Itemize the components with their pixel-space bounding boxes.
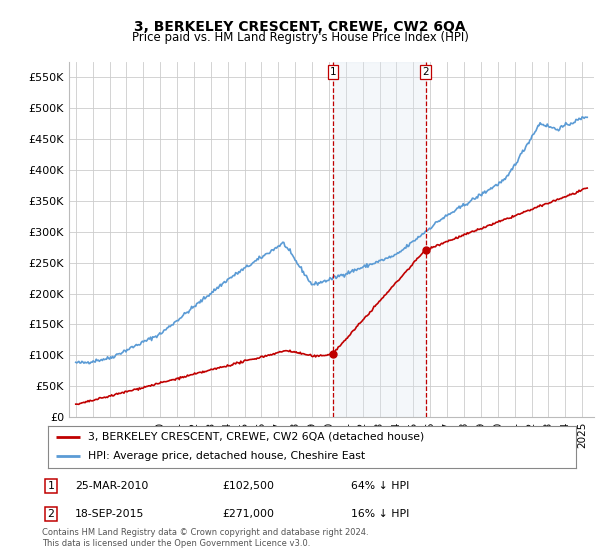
Text: HPI: Average price, detached house, Cheshire East: HPI: Average price, detached house, Ches…	[88, 451, 365, 461]
Text: 1: 1	[47, 481, 55, 491]
Text: £102,500: £102,500	[222, 481, 274, 491]
Text: Price paid vs. HM Land Registry's House Price Index (HPI): Price paid vs. HM Land Registry's House …	[131, 31, 469, 44]
Text: 3, BERKELEY CRESCENT, CREWE, CW2 6QA (detached house): 3, BERKELEY CRESCENT, CREWE, CW2 6QA (de…	[88, 432, 424, 442]
Text: 3, BERKELEY CRESCENT, CREWE, CW2 6QA: 3, BERKELEY CRESCENT, CREWE, CW2 6QA	[134, 20, 466, 34]
Text: 1: 1	[329, 67, 336, 77]
Text: 64% ↓ HPI: 64% ↓ HPI	[351, 481, 409, 491]
Text: 18-SEP-2015: 18-SEP-2015	[75, 509, 145, 519]
Text: 25-MAR-2010: 25-MAR-2010	[75, 481, 148, 491]
Text: 2: 2	[422, 67, 429, 77]
Text: £271,000: £271,000	[222, 509, 274, 519]
Text: 16% ↓ HPI: 16% ↓ HPI	[351, 509, 409, 519]
Bar	[333, 62, 425, 417]
Text: Contains HM Land Registry data © Crown copyright and database right 2024.
This d: Contains HM Land Registry data © Crown c…	[42, 528, 368, 548]
Text: 2: 2	[47, 509, 55, 519]
